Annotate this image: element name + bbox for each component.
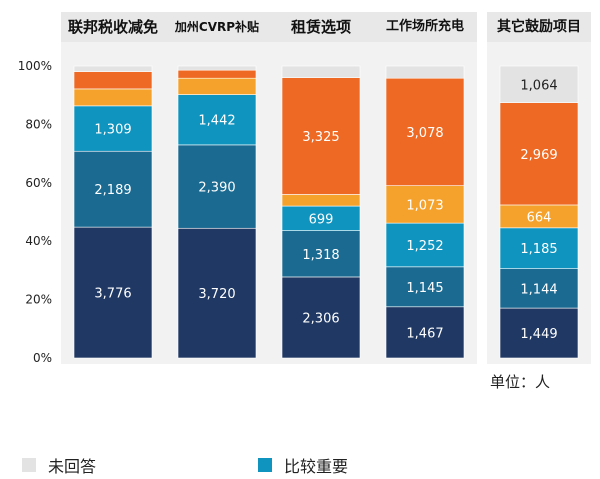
data-label: 1,145 xyxy=(406,281,443,296)
data-label: 2,390 xyxy=(198,181,235,196)
bar-segment-s5 xyxy=(73,71,153,90)
category-title: 工作场所充电 xyxy=(373,12,477,42)
data-label: 1,449 xyxy=(520,327,557,342)
bar-segment-s1 xyxy=(385,306,465,359)
bar-segment-s1 xyxy=(177,227,257,359)
unit-label: 单位：人 xyxy=(490,373,551,391)
bar-segment-s5 xyxy=(177,69,257,79)
y-tick-label: 20% xyxy=(25,293,52,307)
data-label: 1,064 xyxy=(520,78,557,93)
y-tick-label: 100% xyxy=(18,59,52,73)
y-tick-label: 60% xyxy=(25,176,52,190)
bar-segment-s6 xyxy=(73,65,153,72)
data-label: 1,185 xyxy=(520,242,557,257)
legend-label: 比较重要 xyxy=(284,457,349,476)
legend-swatch xyxy=(22,458,36,472)
data-label: 2,969 xyxy=(520,148,557,163)
bar-segment-s6 xyxy=(385,65,465,79)
bar-segment-s1 xyxy=(499,307,579,359)
bar-segment-s2 xyxy=(177,144,257,229)
category-title: 租赁选项 xyxy=(269,12,373,42)
bar-segment-s6 xyxy=(499,65,579,103)
data-label: 1,318 xyxy=(302,248,339,263)
data-label: 2,306 xyxy=(302,311,339,326)
y-tick-label: 0% xyxy=(33,351,52,365)
data-label: 1,309 xyxy=(94,123,131,138)
y-tick-label: 40% xyxy=(25,234,52,248)
bar-segment-s3 xyxy=(385,222,465,268)
data-label: 1,467 xyxy=(406,326,443,341)
bar-segment-s3 xyxy=(177,94,257,146)
bar-segment-s5 xyxy=(281,77,361,195)
data-label: 664 xyxy=(527,210,552,225)
data-label: 1,073 xyxy=(406,198,443,213)
bar-segment-s2 xyxy=(73,150,153,228)
data-label: 3,325 xyxy=(302,130,339,145)
bar-segment-s1 xyxy=(73,226,153,359)
bar-segment-s1 xyxy=(281,276,361,359)
legend-swatch xyxy=(258,458,272,472)
bar-segment-s6 xyxy=(177,65,257,71)
data-label: 699 xyxy=(309,212,334,227)
data-label: 3,776 xyxy=(94,287,131,302)
legend-label: 未回答 xyxy=(48,457,97,476)
y-tick-label: 80% xyxy=(25,117,52,131)
bar-segment-s4 xyxy=(281,194,361,207)
bar-segment-s2 xyxy=(281,230,361,278)
bar-segment-s2 xyxy=(385,266,465,308)
category-title: 联邦税收减免 xyxy=(61,12,165,42)
data-label: 1,252 xyxy=(406,239,443,254)
bar-segment-s3 xyxy=(73,105,153,152)
bar-segment-s4 xyxy=(177,77,257,95)
category-title: 加州CVRP补贴 xyxy=(165,12,269,42)
data-label: 1,442 xyxy=(198,114,235,129)
category-title: 其它鼓励项目 xyxy=(487,12,591,42)
bar-segment-s2 xyxy=(499,268,579,309)
data-label: 2,189 xyxy=(94,183,131,198)
bar-segment-s6 xyxy=(281,65,361,78)
bar-segment-s4 xyxy=(73,88,153,107)
data-label: 3,720 xyxy=(198,287,235,302)
data-label: 3,078 xyxy=(406,126,443,141)
bar-segment-s4 xyxy=(385,185,465,224)
legend-item-quite-important: 比较重要 xyxy=(258,453,348,477)
legend-item-no-answer: 未回答 xyxy=(22,453,96,477)
data-label: 1,144 xyxy=(520,282,557,297)
bar-segment-s5 xyxy=(385,77,465,186)
bar-segment-s3 xyxy=(499,227,579,269)
